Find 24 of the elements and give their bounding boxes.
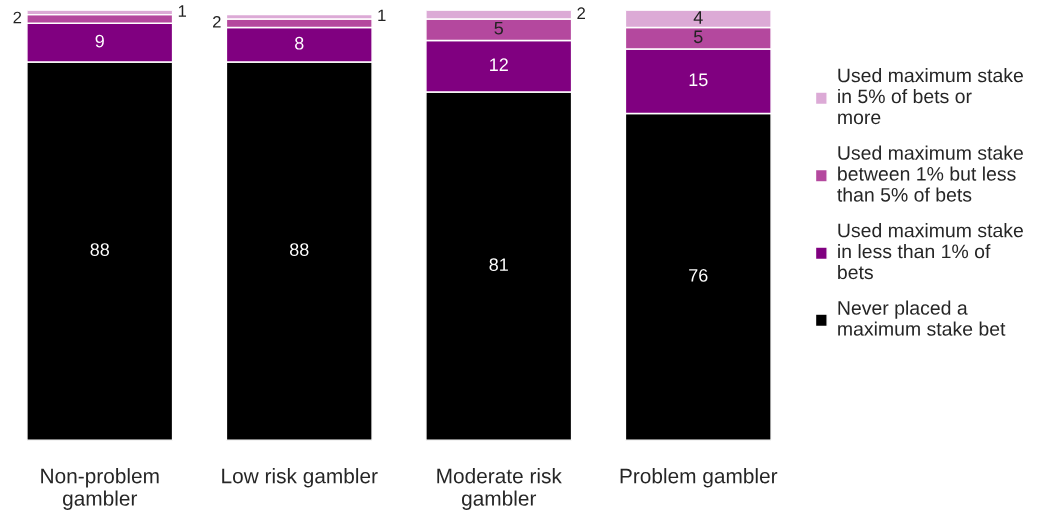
x-tick-label: Low risk gambler	[222, 468, 378, 488]
x-tick-label: Problem gambler	[620, 468, 778, 488]
data-label: 4	[693, 11, 703, 24]
x-tick-label: Moderate risk gambler	[437, 468, 562, 510]
data-label: 8	[295, 36, 304, 50]
legend-label: Used maximum stake in less than 1% of bets	[838, 223, 1023, 280]
legend-label: Used maximum stake between 1% but less than 5% of bets	[837, 145, 1023, 202]
data-label: 15	[689, 73, 708, 87]
data-label: 2	[577, 7, 585, 19]
data-label: 2	[213, 15, 221, 28]
data-label: 5	[693, 30, 703, 44]
data-label: 76	[689, 268, 708, 282]
legend-label: Used maximum stake in 5% of bets or more	[838, 68, 1023, 125]
data-label: 88	[289, 243, 309, 256]
data-label: 81	[489, 258, 508, 272]
data-label: 2	[13, 11, 22, 24]
data-label: 5	[494, 21, 504, 35]
data-label: 88	[90, 243, 110, 256]
legend-label: Never placed a maximum stake bet	[838, 300, 1006, 336]
x-tick-label: Non-problem gambler	[41, 468, 159, 510]
data-label: 1	[178, 5, 187, 17]
data-label: 1	[378, 9, 386, 22]
data-label: 12	[490, 58, 508, 71]
data-label: 9	[95, 34, 104, 48]
